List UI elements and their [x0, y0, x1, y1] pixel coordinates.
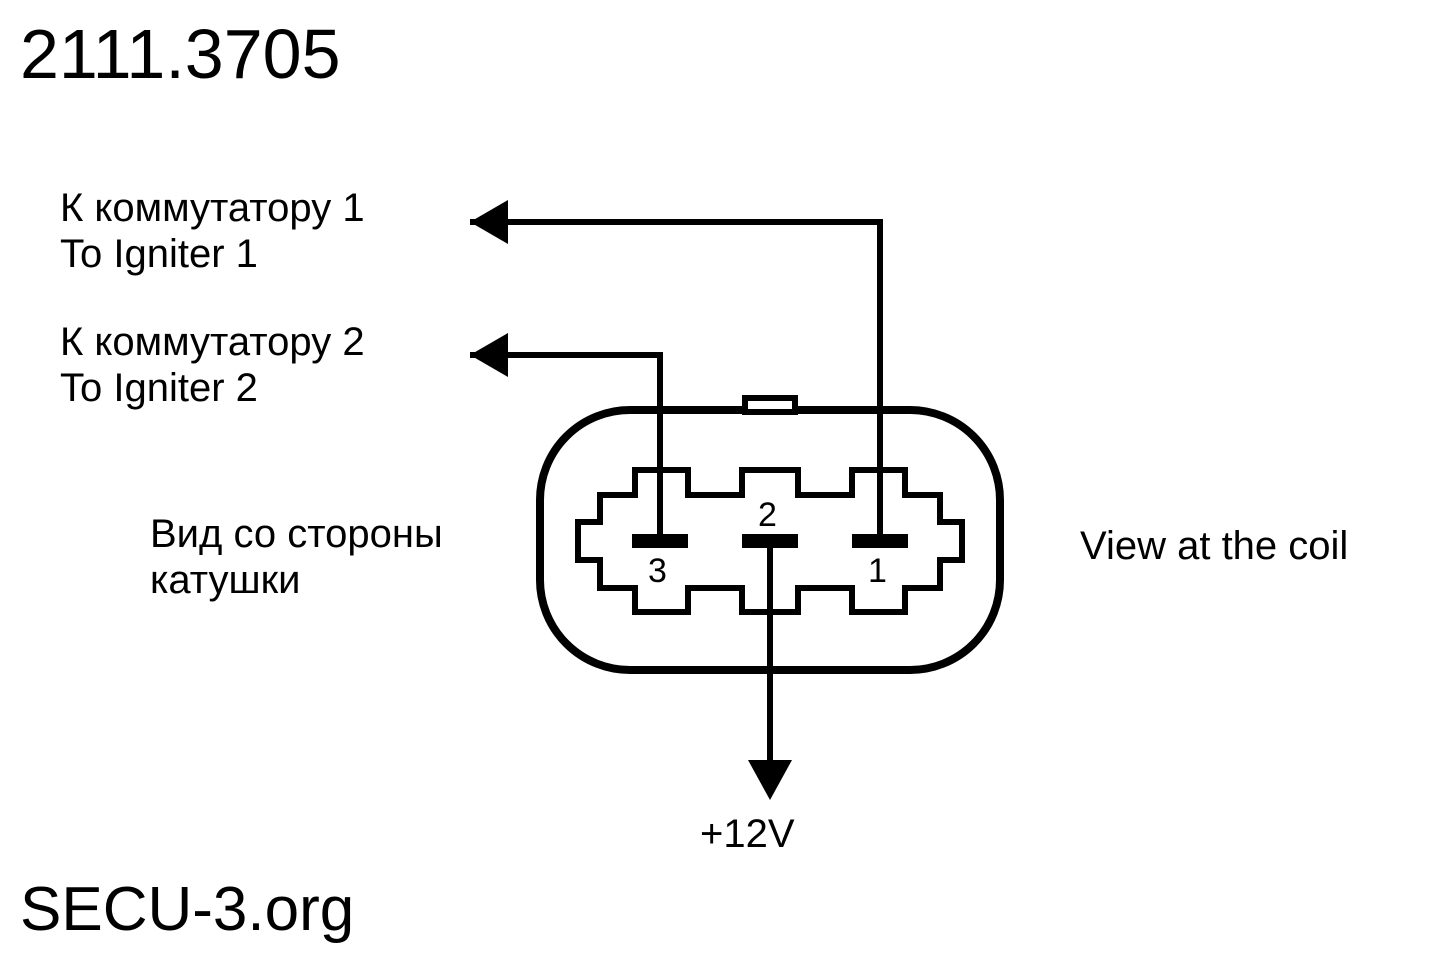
arrow-down — [748, 760, 792, 800]
label-view-ru-line2: катушки — [150, 558, 300, 603]
arrow-left-1 — [470, 200, 508, 244]
pin-2-terminal — [742, 534, 798, 548]
footer-site: SECU-3.org — [20, 874, 354, 945]
diagram-title: 2111.3705 — [20, 14, 341, 94]
pin-3-label: 3 — [648, 552, 667, 591]
label-view-ru-line1: Вид со стороны — [150, 512, 443, 557]
label-igniter1-en: To Igniter 1 — [60, 232, 258, 277]
wire-pin1-to-igniter1 — [470, 200, 880, 534]
pin-1-terminal — [852, 534, 908, 548]
label-voltage: +12V — [700, 812, 795, 857]
arrow-left-2 — [470, 333, 508, 377]
label-igniter2-ru: К коммутатору 2 — [60, 320, 365, 365]
pin-3-terminal — [632, 534, 688, 548]
pin-2-label: 2 — [758, 496, 777, 535]
pin-terminals — [632, 534, 908, 548]
label-igniter2-en: To Igniter 2 — [60, 366, 258, 411]
pin-1-label: 1 — [868, 552, 887, 591]
label-view-en: View at the coil — [1080, 524, 1348, 569]
label-igniter1-ru: К коммутатору 1 — [60, 186, 365, 231]
